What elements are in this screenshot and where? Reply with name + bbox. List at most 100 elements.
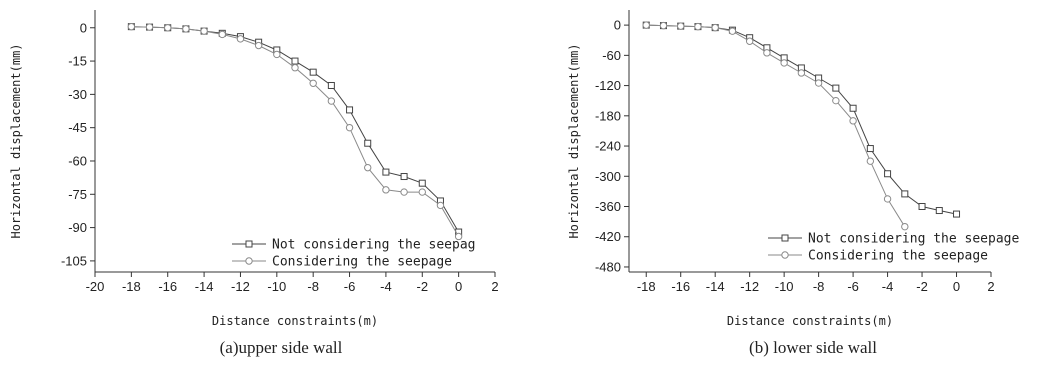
legend-marker xyxy=(245,257,253,265)
data-point xyxy=(694,22,702,31)
data-point xyxy=(127,22,136,31)
data-point xyxy=(883,195,892,203)
x-tick-label: -6 xyxy=(847,279,859,294)
y-tick-label: -105 xyxy=(61,253,87,268)
legend-marker xyxy=(781,234,789,242)
y-tick-label: -240 xyxy=(595,139,621,154)
x-tick-label: 2 xyxy=(491,279,498,294)
data-point xyxy=(918,203,926,210)
data-point xyxy=(745,37,754,45)
data-point xyxy=(218,30,226,39)
data-point xyxy=(145,23,154,31)
y-tick-label: 0 xyxy=(614,18,621,33)
data-point xyxy=(273,50,281,59)
y-tick-label: -480 xyxy=(595,259,621,274)
data-point xyxy=(866,145,874,153)
data-point xyxy=(164,24,172,32)
data-point xyxy=(364,139,372,147)
legend-label: Considering the seepage xyxy=(272,255,452,270)
data-point xyxy=(291,57,299,65)
chart-caption: (b) lower side wall xyxy=(749,338,877,357)
data-point xyxy=(642,21,650,29)
y-tick-label: -300 xyxy=(595,169,621,184)
x-tick-label: -4 xyxy=(882,279,894,294)
x-tick-label: -2 xyxy=(916,279,928,294)
data-point xyxy=(236,35,245,43)
data-point xyxy=(884,170,892,178)
series-line-2 xyxy=(646,24,906,227)
data-point xyxy=(935,207,943,215)
data-point xyxy=(418,188,426,196)
x-tick-label: 0 xyxy=(455,279,462,294)
y-tick-label: -45 xyxy=(68,120,87,135)
y-tick-label: -180 xyxy=(595,108,621,123)
data-point xyxy=(901,190,909,198)
y-axis-label: Horizontal displacement(mm) xyxy=(9,43,23,238)
x-axis-label: Distance constraints(m) xyxy=(212,314,378,328)
y-tick-label: -360 xyxy=(595,199,621,214)
data-point xyxy=(400,173,408,181)
data-point xyxy=(200,27,208,35)
chart-caption: (a)upper side wall xyxy=(220,338,343,357)
legend-label: Not considering the seepage xyxy=(808,232,1019,247)
x-tick-label: -12 xyxy=(740,279,759,294)
data-point xyxy=(382,168,390,176)
x-tick-label: 0 xyxy=(953,279,960,294)
data-point xyxy=(309,79,317,87)
data-point xyxy=(400,188,408,196)
x-tick-label: -14 xyxy=(706,279,725,294)
y-tick-label: -120 xyxy=(595,78,621,93)
y-tick-label: -420 xyxy=(595,229,621,244)
x-tick-label: 2 xyxy=(987,279,994,294)
y-tick-label: 0 xyxy=(80,20,87,35)
data-point xyxy=(953,210,961,218)
x-tick-label: -2 xyxy=(416,279,428,294)
y-tick-label: -30 xyxy=(68,87,87,102)
legend-label: Considering the seepage xyxy=(808,249,988,264)
data-point xyxy=(659,21,668,30)
x-tick-label: -18 xyxy=(122,279,141,294)
x-tick-label: -8 xyxy=(307,279,319,294)
x-tick-label: -8 xyxy=(813,279,825,294)
data-point xyxy=(382,186,390,194)
data-point xyxy=(780,59,788,67)
data-point xyxy=(418,179,426,187)
series-line-1 xyxy=(131,26,460,233)
x-tick-label: -10 xyxy=(267,279,286,294)
data-point xyxy=(346,106,354,114)
x-tick-label: -20 xyxy=(86,279,105,294)
data-point xyxy=(182,25,190,33)
data-point xyxy=(901,222,909,231)
x-tick-label: -16 xyxy=(158,279,177,294)
data-point xyxy=(849,117,857,125)
legend-marker xyxy=(781,251,789,259)
data-point xyxy=(309,68,317,76)
data-point xyxy=(711,23,719,32)
data-point xyxy=(814,79,823,87)
x-tick-label: -10 xyxy=(775,279,794,294)
data-point xyxy=(291,64,299,72)
x-tick-label: -16 xyxy=(671,279,690,294)
series-line-1 xyxy=(646,24,957,215)
data-point xyxy=(832,84,840,92)
data-point xyxy=(345,123,354,132)
x-tick-label: -12 xyxy=(231,279,250,294)
x-tick-label: -6 xyxy=(344,279,356,294)
y-tick-label: -60 xyxy=(602,48,621,63)
data-point xyxy=(254,41,263,50)
y-tick-label: -90 xyxy=(68,220,87,235)
data-point xyxy=(866,157,875,165)
data-point xyxy=(327,97,336,105)
legend-marker xyxy=(245,240,253,248)
data-point xyxy=(436,201,445,210)
data-point xyxy=(364,163,372,172)
data-point xyxy=(763,49,771,57)
x-tick-label: -18 xyxy=(637,279,656,294)
data-point xyxy=(454,232,463,241)
data-point xyxy=(797,69,806,77)
data-point xyxy=(849,104,857,112)
data-point xyxy=(677,22,685,30)
x-tick-label: -4 xyxy=(380,279,392,294)
data-point xyxy=(327,81,335,89)
